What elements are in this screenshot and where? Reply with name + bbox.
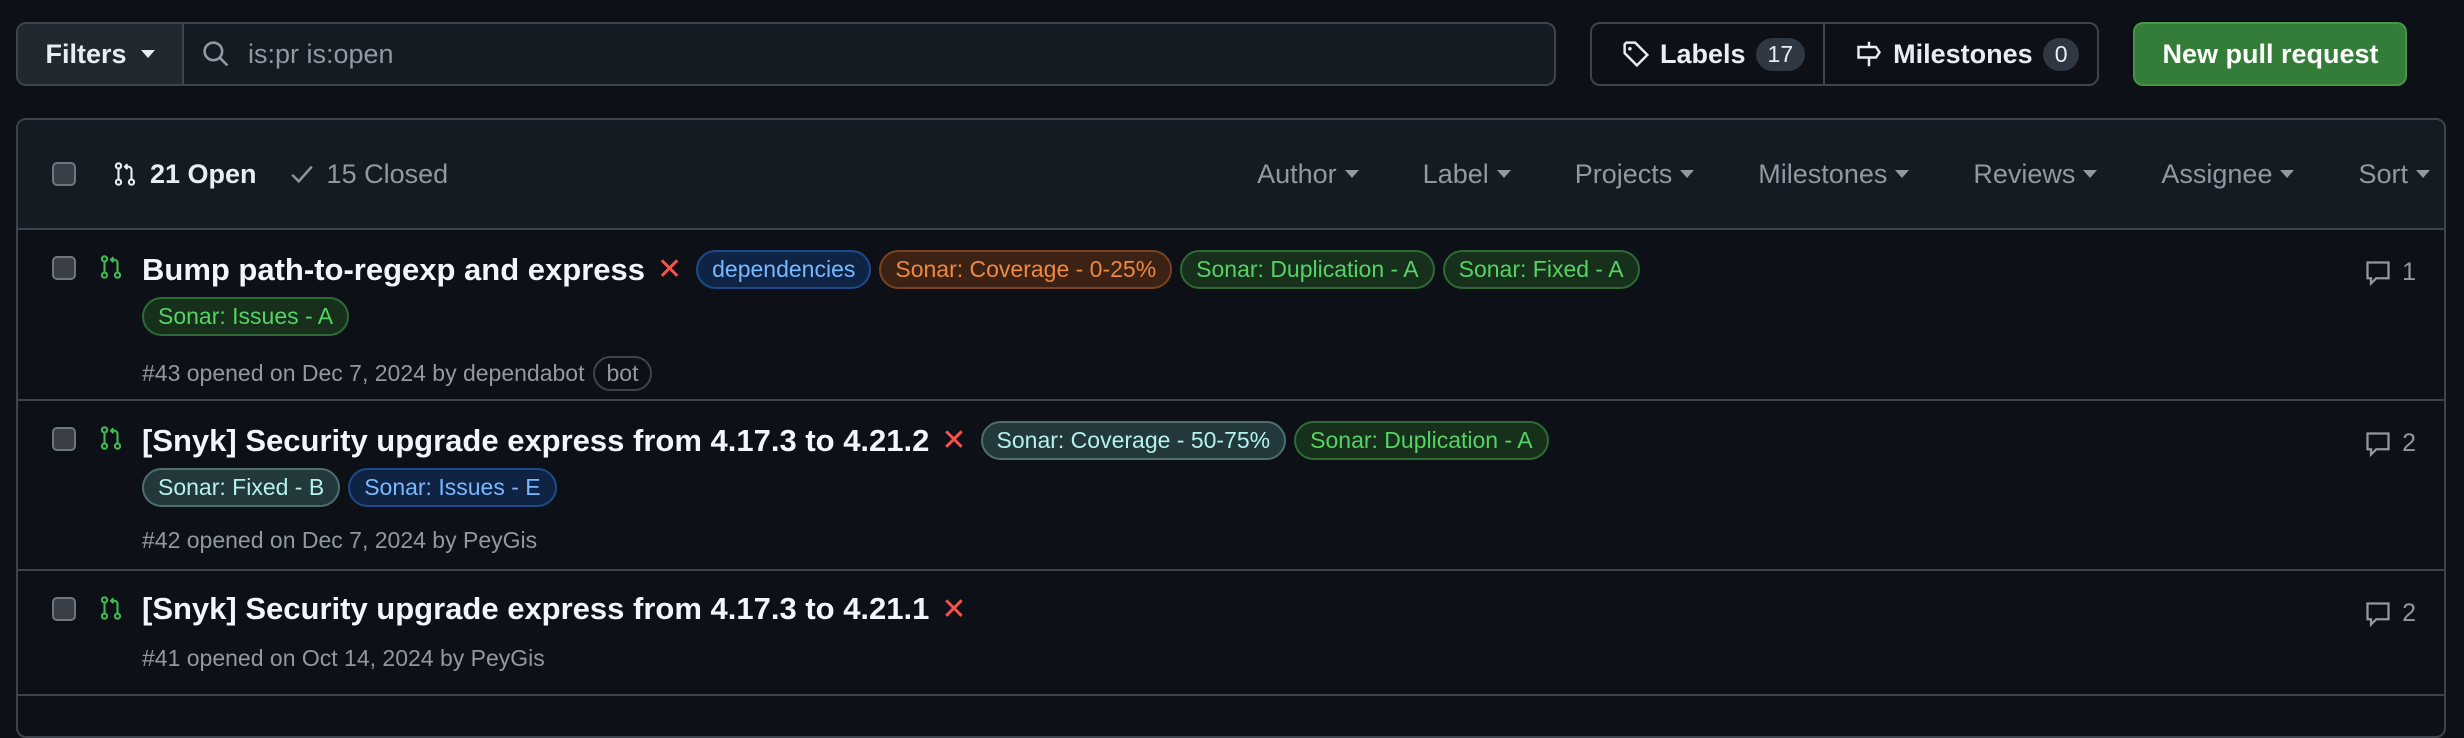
caret-down-icon bbox=[2083, 170, 2098, 178]
menu-label: Assignee bbox=[2161, 158, 2273, 189]
pull-request-title-link[interactable]: [Snyk] Security upgrade express from 4.1… bbox=[142, 422, 930, 458]
label-badge[interactable]: Sonar: Coverage - 0-25% bbox=[879, 250, 1173, 289]
check-icon bbox=[290, 165, 313, 184]
comment-icon bbox=[2366, 601, 2390, 627]
label-badge[interactable]: Sonar: Fixed - A bbox=[1442, 250, 1640, 289]
label-badge[interactable]: Sonar: Duplication - A bbox=[1180, 250, 1435, 289]
comments-link[interactable]: 2 bbox=[2364, 429, 2416, 458]
checks-failed-x-icon[interactable]: ✕ bbox=[941, 424, 967, 457]
checks-failed-x-icon[interactable]: ✕ bbox=[656, 253, 683, 286]
pull-request-meta: #41 opened on Oct 14, 2024 by PeyGis bbox=[142, 645, 545, 671]
assignee-menu[interactable]: Assignee bbox=[2161, 158, 2295, 190]
milestones-count: 0 bbox=[2042, 37, 2080, 71]
caret-down-icon bbox=[2280, 170, 2295, 178]
comment-count: 2 bbox=[2402, 599, 2416, 627]
caret-down-icon bbox=[1496, 170, 1511, 178]
pull-request-row: [Snyk] Security upgrade express from 4.1… bbox=[18, 401, 2444, 571]
label-menu[interactable]: Label bbox=[1423, 159, 1511, 190]
label-badge[interactable]: Sonar: Coverage - 50-75% bbox=[980, 421, 1287, 460]
open-pull-request-icon bbox=[100, 255, 122, 279]
comment-count: 1 bbox=[2402, 258, 2416, 286]
row-checkbox[interactable] bbox=[52, 256, 76, 280]
menu-label: Sort bbox=[2358, 158, 2408, 189]
open-pull-request-icon bbox=[100, 426, 122, 450]
comment-icon bbox=[2366, 260, 2390, 286]
pull-request-meta: #42 opened on Dec 7, 2024 by PeyGis bbox=[142, 527, 538, 553]
projects-menu[interactable]: Projects bbox=[1575, 159, 1695, 190]
list-header: 21 Open 15 Closed Author Label Projects … bbox=[18, 120, 2444, 230]
pull-request-title-link[interactable]: [Snyk] Security upgrade express from 4.1… bbox=[142, 591, 930, 626]
open-filter-tab[interactable]: 21 Open bbox=[112, 159, 257, 190]
new-pull-request-button[interactable]: New pull request bbox=[2133, 22, 2408, 86]
milestones-button[interactable]: Milestones 0 bbox=[1823, 24, 2097, 84]
milestones-menu[interactable]: Milestones bbox=[1758, 158, 1910, 190]
pull-request-list: 21 Open 15 Closed Author Label Projects … bbox=[16, 118, 2446, 738]
top-toolbar: Filters is:pr is:open Labels 17 Milestone… bbox=[16, 22, 2446, 86]
tag-icon bbox=[1623, 41, 1650, 68]
milestone-icon bbox=[1857, 41, 1882, 67]
comment-icon bbox=[2366, 431, 2390, 457]
label-badge[interactable]: Sonar: Duplication - A bbox=[1294, 421, 1549, 460]
pull-request-meta: #43 opened on Dec 7, 2024 by dependabot bbox=[142, 360, 585, 386]
sort-menu[interactable]: Sort bbox=[2358, 159, 2430, 190]
filter-bar: Filters is:pr is:open bbox=[16, 22, 1556, 86]
menu-label: Label bbox=[1422, 158, 1489, 189]
select-all-checkbox[interactable] bbox=[52, 162, 76, 186]
pull-request-row: [Snyk] Security upgrade express from 4.1… bbox=[18, 571, 2444, 696]
label-badge[interactable]: Sonar: Issues - A bbox=[142, 297, 350, 336]
labels-button[interactable]: Labels 17 bbox=[1592, 24, 1823, 84]
search-value: is:pr is:open bbox=[248, 38, 394, 69]
labels-milestones-group: Labels 17 Milestones 0 bbox=[1590, 22, 2100, 86]
label-badge[interactable]: dependencies bbox=[696, 250, 872, 289]
menu-label: Projects bbox=[1574, 158, 1673, 189]
label-badge[interactable]: Sonar: Issues - E bbox=[348, 468, 557, 507]
caret-down-icon bbox=[1344, 170, 1359, 178]
row-checkbox[interactable] bbox=[52, 597, 76, 621]
bot-badge: bot bbox=[592, 356, 653, 391]
label-badge[interactable]: Sonar: Fixed - B bbox=[142, 468, 341, 507]
labels-label: Labels bbox=[1660, 38, 1746, 69]
menu-label: Author bbox=[1257, 158, 1337, 189]
closed-filter-tab[interactable]: 15 Closed bbox=[289, 158, 449, 190]
menu-label: Reviews bbox=[1973, 158, 2076, 189]
labels-count: 17 bbox=[1755, 37, 1806, 71]
author-menu[interactable]: Author bbox=[1257, 159, 1359, 190]
open-count: 21 Open bbox=[150, 158, 257, 189]
filters-label: Filters bbox=[45, 38, 127, 69]
milestones-label: Milestones bbox=[1893, 38, 2033, 69]
search-input[interactable]: is:pr is:open bbox=[184, 24, 1554, 84]
comments-link[interactable]: 2 bbox=[2364, 599, 2416, 628]
caret-down-icon bbox=[140, 50, 155, 58]
open-pull-request-icon bbox=[100, 596, 122, 620]
row-checkbox[interactable] bbox=[52, 427, 76, 451]
closed-count: 15 Closed bbox=[326, 158, 449, 189]
comments-link[interactable]: 1 bbox=[2364, 258, 2416, 287]
checks-failed-x-icon[interactable]: ✕ bbox=[941, 592, 967, 626]
caret-down-icon bbox=[1895, 170, 1910, 178]
caret-down-icon bbox=[1680, 170, 1695, 178]
caret-down-icon bbox=[2416, 170, 2430, 178]
pull-request-icon bbox=[114, 162, 136, 186]
menu-label: Milestones bbox=[1758, 158, 1888, 189]
pull-request-row: Bump path-to-regexp and express ✕ dependen… bbox=[18, 230, 2444, 401]
search-icon bbox=[203, 41, 229, 67]
reviews-menu[interactable]: Reviews bbox=[1973, 158, 2098, 190]
comment-count: 2 bbox=[2402, 429, 2416, 457]
pull-request-title-link[interactable]: Bump path-to-regexp and express bbox=[142, 251, 645, 287]
filters-dropdown-button[interactable]: Filters bbox=[18, 24, 184, 84]
